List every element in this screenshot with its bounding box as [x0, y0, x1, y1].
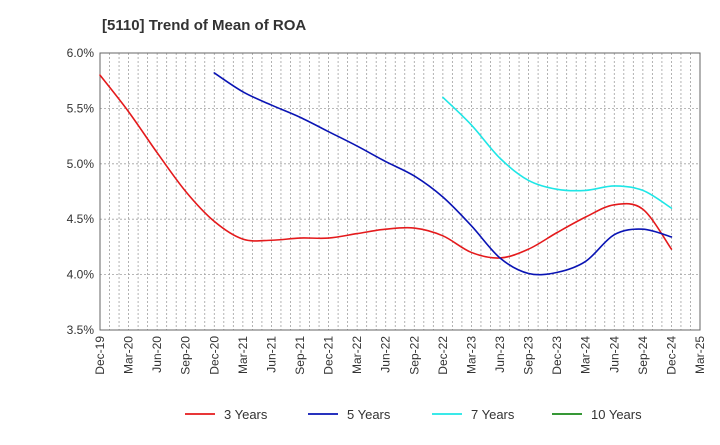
series-line-7-years: [442, 96, 673, 209]
x-tick-label: Jun-24: [607, 336, 621, 373]
x-tick-label: Dec-20: [207, 336, 221, 375]
x-tick-label: Dec-24: [664, 336, 678, 375]
legend-label-10-years: 10 Years: [591, 407, 642, 422]
x-tick-label: Mar-24: [579, 336, 593, 374]
grid: [100, 52, 700, 331]
series-lines: [99, 72, 673, 276]
legend-label-7-years: 7 Years: [471, 407, 515, 422]
y-tick-label: 5.0%: [67, 157, 95, 171]
x-tick-label: Mar-22: [350, 336, 364, 374]
x-tick-label: Mar-25: [693, 336, 707, 374]
axes: 3.5% 4.0% 4.5% 5.0% 5.5% 6.0% Dec-19 Mar-20 Jun-…: [67, 46, 707, 375]
x-tick-label: Mar-21: [236, 336, 250, 374]
series-line-5-years: [213, 72, 673, 276]
y-tick-label: 5.5%: [67, 101, 95, 115]
x-tick-label: Jun-22: [379, 336, 393, 373]
y-tick-label: 4.5%: [67, 212, 95, 226]
x-tick-label: Dec-23: [550, 336, 564, 375]
x-tick-label: Jun-20: [150, 336, 164, 373]
x-tick-label: Sep-24: [636, 336, 650, 375]
legend: 3 Years 5 Years 7 Years 10 Years: [185, 407, 642, 422]
y-tick-label: 6.0%: [67, 46, 95, 60]
x-tick-label: Jun-23: [493, 336, 507, 373]
legend-label-5-years: 5 Years: [347, 407, 391, 422]
chart-title: [5110] Trend of Mean of ROA: [102, 17, 306, 34]
x-tick-label: Sep-23: [522, 336, 536, 375]
x-tick-label: Dec-21: [322, 336, 336, 375]
x-tick-label: Dec-22: [436, 336, 450, 375]
y-tick-label: 3.5%: [67, 323, 95, 337]
plot-frame: [99, 52, 701, 331]
series-line-3-years: [99, 74, 673, 259]
y-tick-label: 4.0%: [67, 268, 95, 282]
x-tick-label: Sep-22: [407, 336, 421, 375]
x-tick-label: Sep-21: [293, 336, 307, 375]
x-tick-label: Mar-23: [464, 336, 478, 374]
x-tick-label: Jun-21: [264, 336, 278, 373]
x-tick-label: Sep-20: [179, 336, 193, 375]
x-tick-label: Mar-20: [122, 336, 136, 374]
x-tick-label: Dec-19: [93, 336, 107, 375]
legend-label-3-years: 3 Years: [224, 407, 268, 422]
